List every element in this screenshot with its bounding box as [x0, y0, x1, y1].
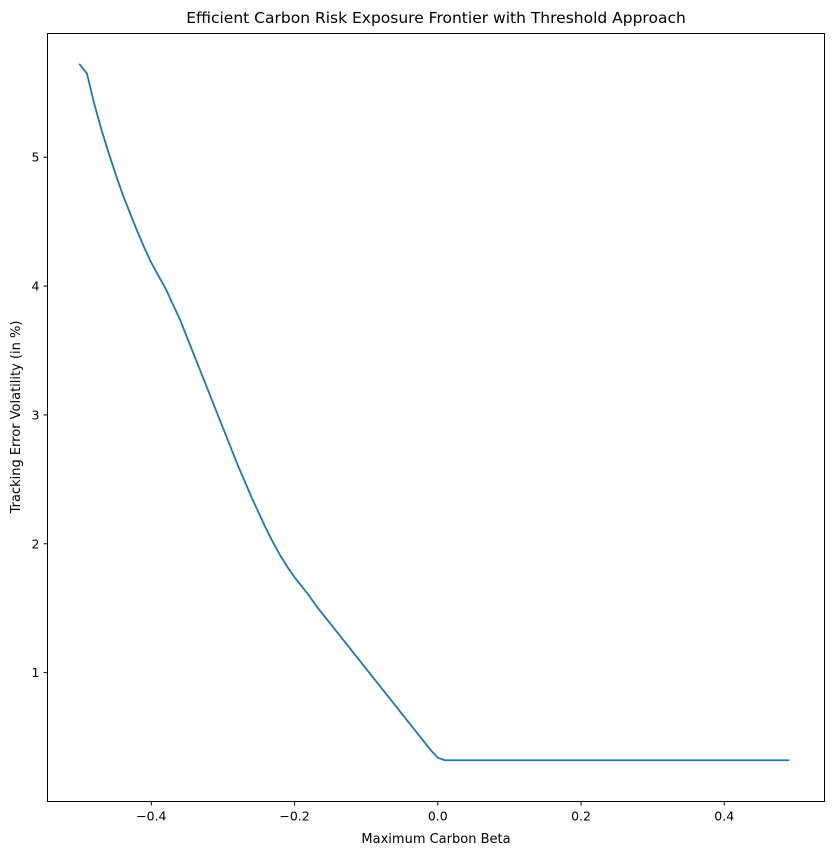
y-tick-label: 3: [32, 407, 40, 422]
y-tick-label: 5: [32, 150, 40, 165]
x-tick-label: −0.4: [136, 809, 166, 824]
plot-frame: [47, 33, 825, 802]
y-axis-label: Tracking Error Volatility (in %): [9, 321, 24, 515]
y-tick-label: 4: [32, 279, 40, 294]
x-axis-label: Maximum Carbon Beta: [361, 832, 510, 847]
y-axis: 1 2 3 4 5: [32, 150, 48, 680]
series-line: [78, 63, 790, 762]
x-tick-label: 0.4: [714, 809, 734, 824]
x-axis: −0.4 −0.2 0.0 0.2 0.4: [136, 801, 734, 824]
chart-title: Efficient Carbon Risk Exposure Frontier …: [186, 9, 686, 27]
x-tick-label: 0.2: [571, 809, 591, 824]
x-tick-label: 0.0: [428, 809, 448, 824]
y-tick-label: 1: [32, 665, 40, 680]
x-tick-label: −0.2: [279, 809, 309, 824]
y-tick-label: 2: [32, 536, 40, 551]
